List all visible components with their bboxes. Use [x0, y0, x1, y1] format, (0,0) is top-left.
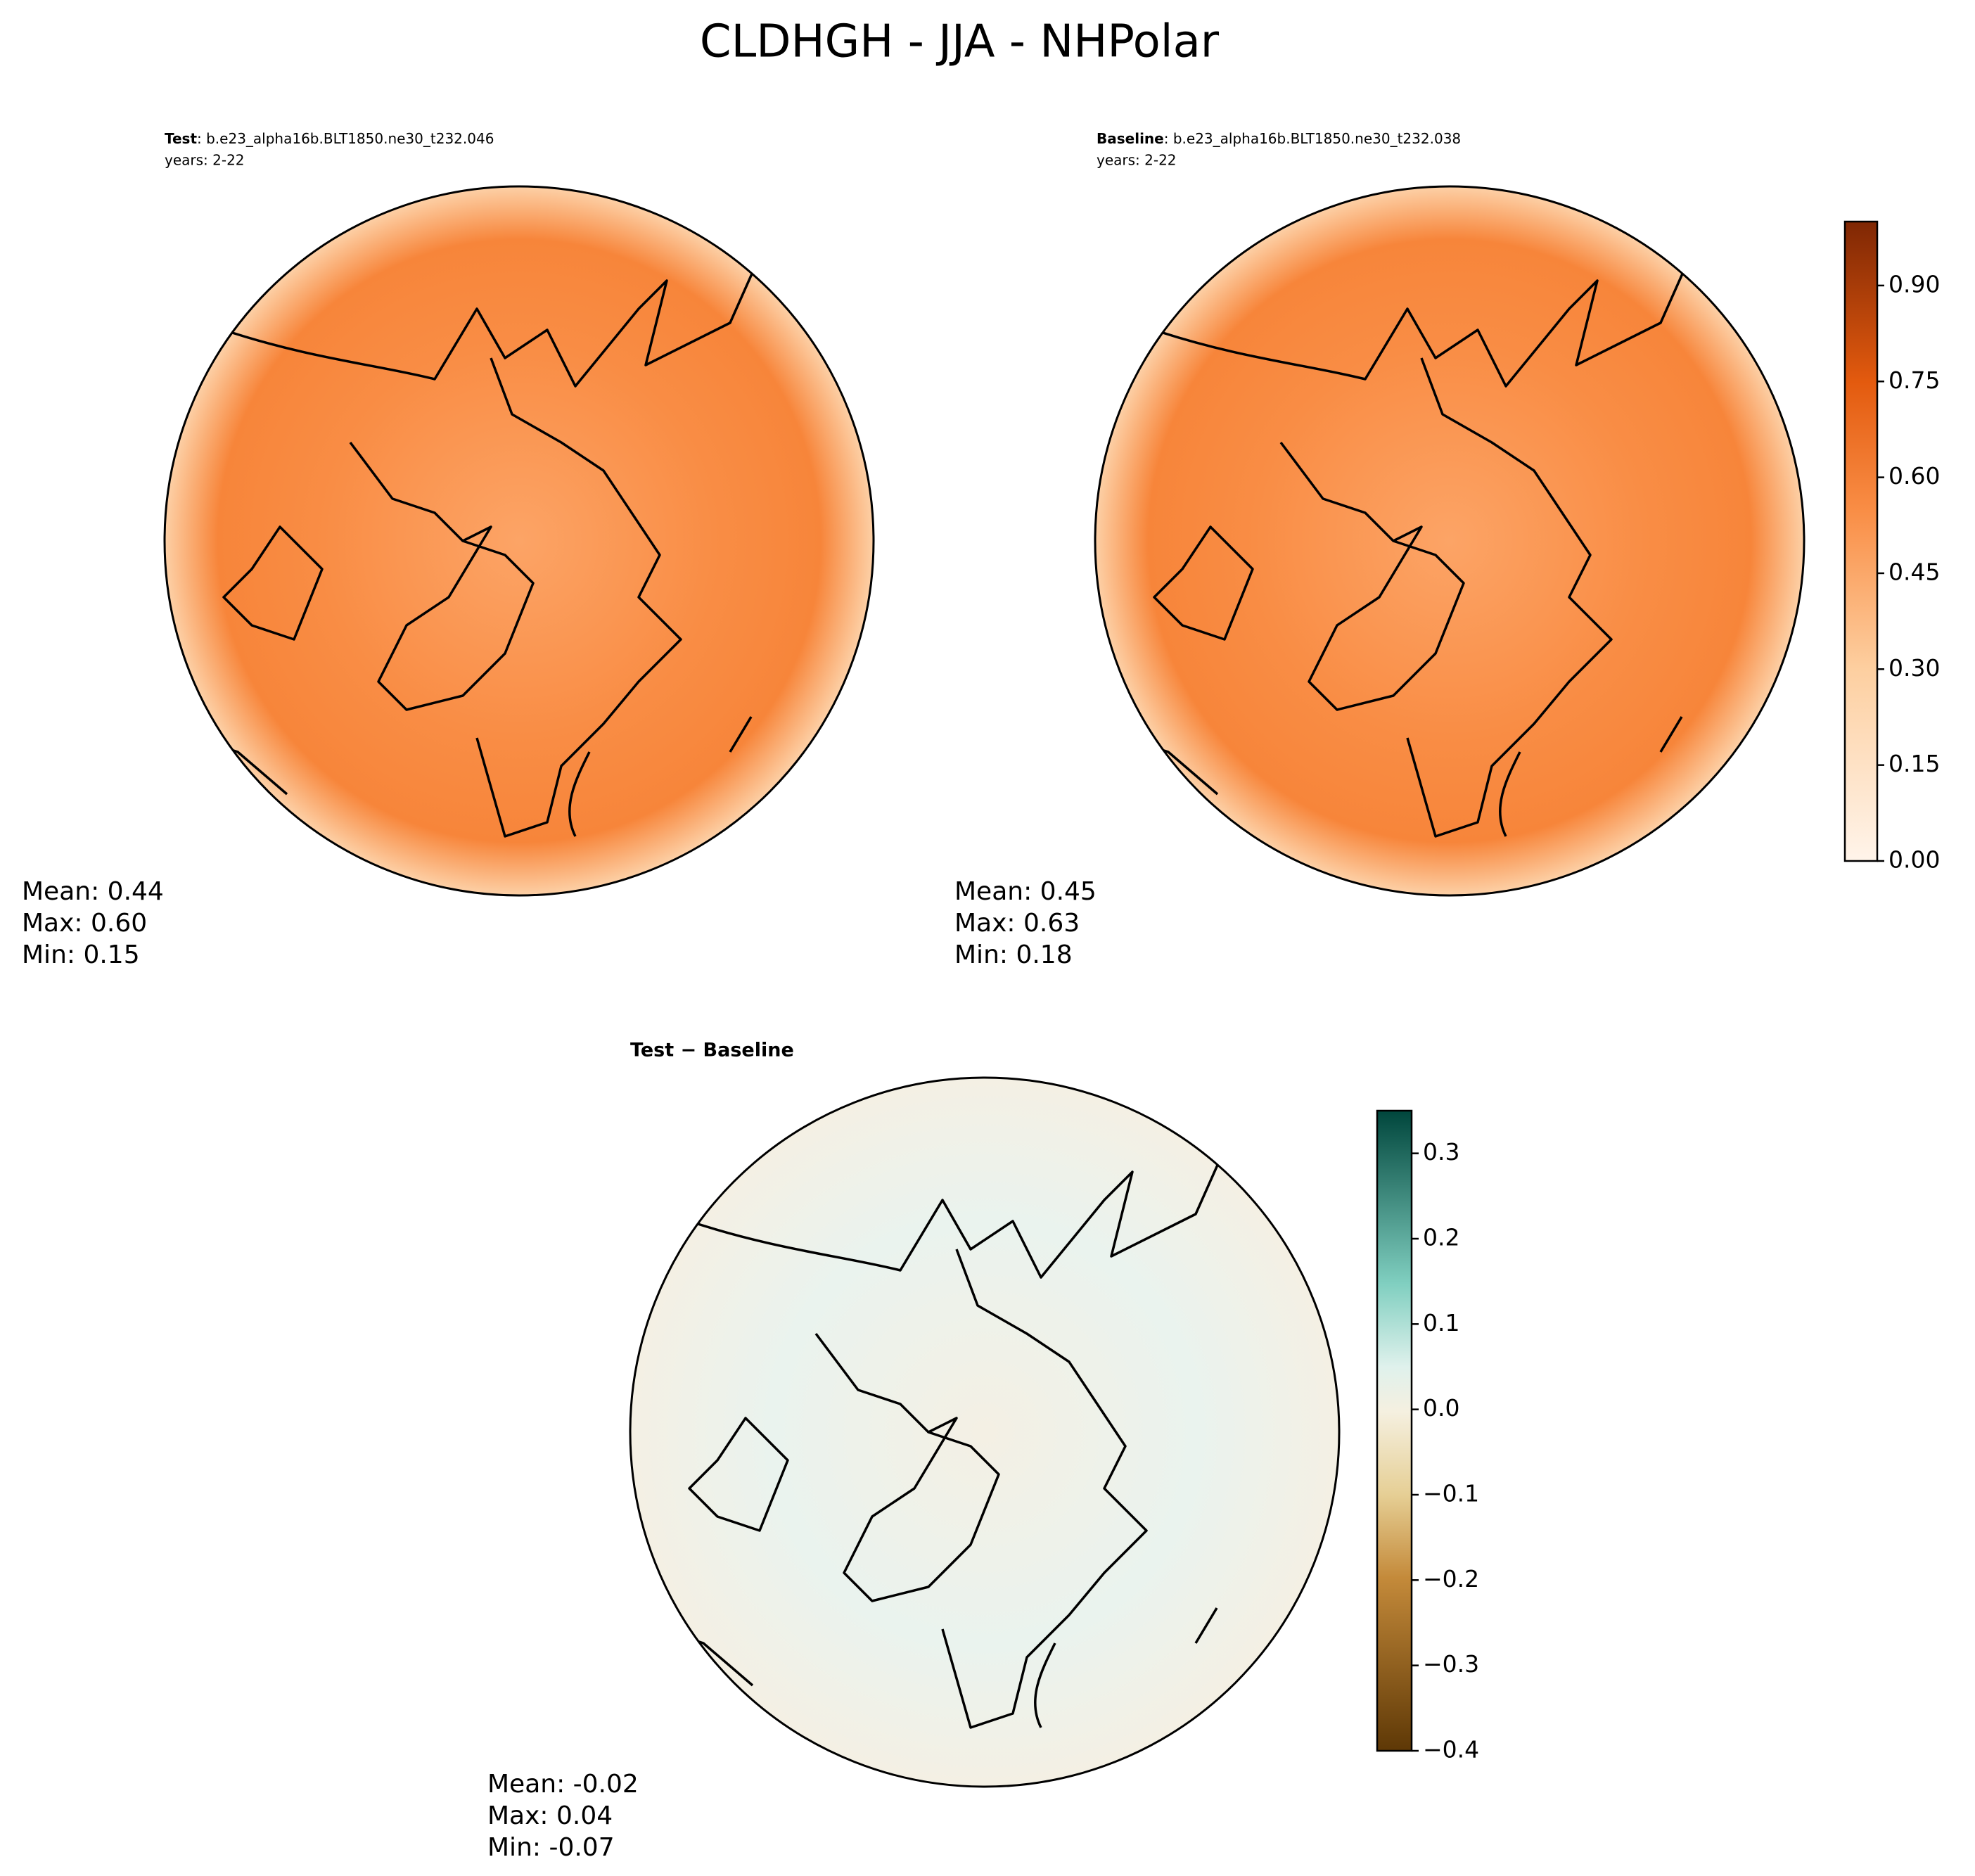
- years: years: 2-22: [1097, 152, 1177, 169]
- colorbars: 0.00 0.15 0.30 0.45 0.60 0.75 0.90 −0.4 −0.3 −0.2…: [1376, 220, 1940, 1763]
- panel-header: Test: b.e23_alpha16b.BLT1850.ne30_t232.0…: [165, 130, 494, 147]
- panel-header: Baseline: b.e23_alpha16b.BLT1850.ne30_t2…: [1097, 130, 1461, 147]
- tick-label: 0.2: [1423, 1224, 1459, 1251]
- panel-label: Test − Baseline: [630, 1040, 794, 1061]
- colorbar-frame: [1376, 1109, 1413, 1752]
- years: years: 2-22: [165, 152, 245, 169]
- tick-label: 0.3: [1423, 1138, 1459, 1166]
- stat-mean: Mean: 0.44: [22, 877, 164, 906]
- colorbar: [1377, 1111, 1412, 1751]
- tick-label: 0.0: [1423, 1394, 1459, 1422]
- panel-label: Test: [165, 130, 197, 147]
- panel-label: Baseline: [1097, 130, 1164, 147]
- tick-label: 0.45: [1888, 558, 1940, 585]
- stat-min: Min: 0.18: [954, 940, 1073, 969]
- tick-label: 0.1: [1423, 1309, 1459, 1336]
- tick-label: 0.30: [1888, 654, 1940, 682]
- case-name: : b.e23_alpha16b.BLT1850.ne30_t232.046: [197, 130, 494, 147]
- stat-min: Min: 0.15: [22, 940, 140, 969]
- tick-label: 0.75: [1888, 366, 1940, 394]
- colorbar-frame: [1843, 220, 1879, 862]
- stat-mean: Mean: 0.45: [954, 877, 1097, 906]
- tick-label: −0.1: [1423, 1480, 1479, 1507]
- colorbar: [1845, 222, 1877, 861]
- tick-label: 0.90: [1888, 270, 1940, 298]
- map: [1094, 185, 1805, 897]
- figure-title: CLDHGH - JJA - NHPolar: [700, 16, 1220, 68]
- tick-label: −0.3: [1423, 1650, 1479, 1678]
- map: [163, 185, 875, 897]
- stat-max: Max: 0.60: [22, 909, 147, 938]
- tick-label: 0.15: [1888, 750, 1940, 777]
- tick-label: −0.2: [1423, 1565, 1479, 1593]
- stat-min: Min: -0.07: [487, 1833, 615, 1862]
- stat-mean: Mean: -0.02: [487, 1770, 639, 1799]
- tick-label: −0.4: [1423, 1736, 1479, 1763]
- stat-max: Max: 0.63: [954, 909, 1080, 938]
- tick-label: 0.00: [1888, 846, 1940, 874]
- stat-max: Max: 0.04: [487, 1801, 613, 1830]
- case-name: : b.e23_alpha16b.BLT1850.ne30_t232.038: [1164, 130, 1461, 147]
- map: [629, 1076, 1341, 1788]
- tick-label: 0.60: [1888, 462, 1940, 490]
